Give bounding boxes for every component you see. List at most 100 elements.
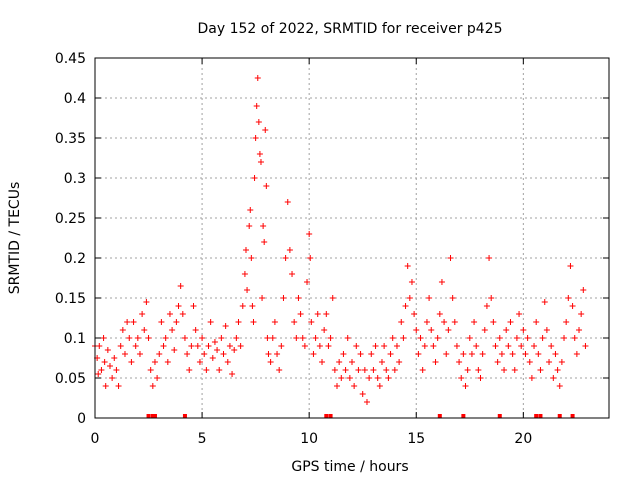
data-point bbox=[196, 359, 203, 365]
data-point bbox=[398, 319, 405, 325]
data-point bbox=[166, 311, 173, 317]
data-point bbox=[511, 367, 518, 373]
data-point bbox=[262, 127, 269, 133]
y-tick-labels: 0 0.05 0.1 0.15 0.2 0.25 0.3 0.35 0.4 0.45 bbox=[55, 51, 86, 427]
zero-marker bbox=[538, 414, 543, 418]
data-point bbox=[346, 375, 353, 381]
data-point bbox=[184, 351, 191, 357]
data-point bbox=[419, 367, 426, 373]
data-point bbox=[513, 335, 520, 341]
x-tick-label: 5 bbox=[198, 431, 207, 447]
data-point bbox=[563, 319, 570, 325]
y-tick-label: 0.1 bbox=[64, 331, 86, 347]
data-point bbox=[505, 343, 512, 349]
data-point bbox=[376, 383, 383, 389]
data-point bbox=[143, 299, 150, 305]
data-point bbox=[154, 375, 161, 381]
data-point bbox=[518, 343, 525, 349]
data-point bbox=[284, 199, 291, 205]
data-point bbox=[426, 295, 433, 301]
data-point bbox=[111, 355, 118, 361]
data-point bbox=[582, 343, 589, 349]
data-point bbox=[205, 343, 212, 349]
data-point bbox=[456, 359, 463, 365]
data-point bbox=[372, 343, 379, 349]
data-point bbox=[400, 335, 407, 341]
data-point bbox=[571, 335, 578, 341]
data-point bbox=[567, 263, 574, 269]
data-point bbox=[533, 319, 540, 325]
data-point bbox=[190, 303, 197, 309]
data-point bbox=[260, 223, 267, 229]
data-point bbox=[160, 343, 167, 349]
axis-ticks bbox=[94, 57, 609, 419]
data-point bbox=[307, 255, 314, 261]
data-point bbox=[357, 351, 364, 357]
data-point bbox=[552, 351, 559, 357]
data-point bbox=[464, 367, 471, 373]
data-point bbox=[130, 319, 137, 325]
data-point bbox=[466, 335, 473, 341]
data-point bbox=[340, 351, 347, 357]
data-point bbox=[329, 295, 336, 301]
data-point bbox=[490, 319, 497, 325]
data-point bbox=[381, 343, 388, 349]
data-point bbox=[550, 375, 557, 381]
data-point bbox=[291, 319, 298, 325]
data-point bbox=[186, 367, 193, 373]
data-point bbox=[158, 319, 165, 325]
data-point bbox=[374, 375, 381, 381]
data-point bbox=[301, 343, 308, 349]
data-point bbox=[310, 351, 317, 357]
data-point bbox=[194, 343, 201, 349]
data-point bbox=[316, 343, 323, 349]
data-point bbox=[128, 359, 135, 365]
data-point bbox=[415, 351, 422, 357]
data-point bbox=[267, 359, 274, 365]
data-point bbox=[101, 359, 108, 365]
data-point bbox=[338, 375, 345, 381]
data-point bbox=[149, 383, 156, 389]
data-point bbox=[522, 351, 529, 357]
zero-markers bbox=[146, 414, 575, 418]
data-point bbox=[306, 231, 313, 237]
data-point bbox=[573, 351, 580, 357]
zero-marker bbox=[557, 414, 562, 418]
data-point bbox=[247, 207, 254, 213]
data-point bbox=[282, 255, 289, 261]
data-point bbox=[263, 183, 270, 189]
data-point bbox=[578, 311, 585, 317]
data-point bbox=[231, 347, 238, 353]
data-point bbox=[241, 271, 248, 277]
zero-marker bbox=[497, 414, 502, 418]
data-point bbox=[494, 359, 501, 365]
data-point bbox=[524, 335, 531, 341]
data-point bbox=[96, 343, 103, 349]
y-tick-label: 0.3 bbox=[64, 171, 86, 187]
data-point bbox=[387, 351, 394, 357]
data-point bbox=[242, 247, 249, 253]
data-point bbox=[192, 327, 199, 333]
data-point bbox=[271, 319, 278, 325]
data-point bbox=[117, 343, 124, 349]
x-axis-label: GPS time / hours bbox=[291, 459, 408, 475]
data-point bbox=[274, 351, 281, 357]
data-point bbox=[488, 295, 495, 301]
y-tick-label: 0.15 bbox=[55, 291, 86, 307]
data-point bbox=[257, 159, 264, 165]
data-point bbox=[251, 175, 258, 181]
data-point bbox=[98, 367, 105, 373]
data-point bbox=[321, 327, 328, 333]
data-point bbox=[473, 343, 480, 349]
data-point bbox=[308, 319, 315, 325]
data-point bbox=[295, 295, 302, 301]
data-point bbox=[453, 343, 460, 349]
data-point bbox=[353, 343, 360, 349]
data-point bbox=[156, 351, 163, 357]
data-point bbox=[244, 287, 251, 293]
data-point bbox=[528, 375, 535, 381]
data-point bbox=[95, 371, 102, 377]
data-point bbox=[216, 367, 223, 373]
data-point bbox=[147, 367, 154, 373]
data-point bbox=[556, 383, 563, 389]
